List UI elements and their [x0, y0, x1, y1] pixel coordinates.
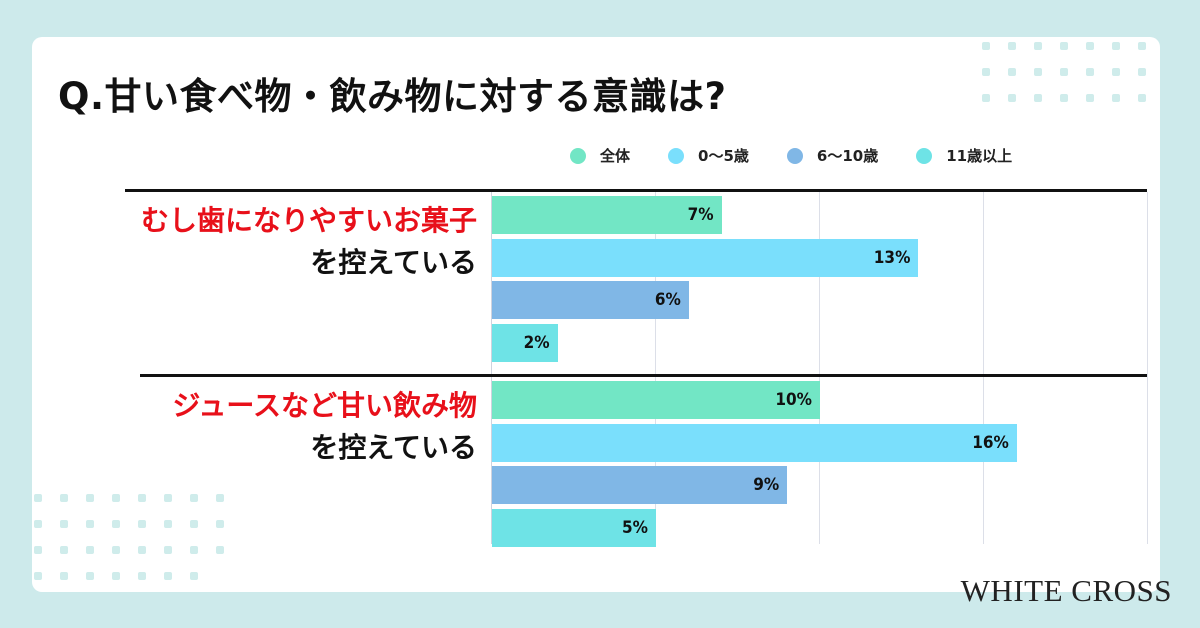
decorative-dot [1112, 68, 1120, 76]
decorative-dot [138, 520, 146, 528]
decorative-dot [112, 572, 120, 580]
decorative-dot [1138, 68, 1146, 76]
bar-value-label: 5% [622, 517, 648, 538]
decorative-dot [1060, 42, 1068, 50]
decorative-dot [1060, 94, 1068, 102]
decorative-dot [34, 520, 42, 528]
decorative-dot [112, 546, 120, 554]
decorative-dot [982, 68, 990, 76]
decorative-dot [86, 520, 94, 528]
decorative-dot [1086, 94, 1094, 102]
bar-value-label: 16% [972, 432, 1009, 453]
decorative-dot [164, 494, 172, 502]
decorative-dot [982, 94, 990, 102]
bar-1-2[interactable]: 9% [492, 466, 788, 504]
decorative-dots-top-right [982, 42, 1164, 120]
decorative-dot [86, 546, 94, 554]
legend: 全体 0〜5歳 6〜10歳 11歳以上 [570, 145, 1050, 166]
decorative-dot [60, 494, 68, 502]
decorative-dot [60, 520, 68, 528]
bar-value-label: 6% [654, 290, 681, 310]
decorative-dot [1008, 94, 1016, 102]
legend-item: 0〜5歳 [668, 145, 749, 166]
decorative-dot [190, 546, 198, 554]
decorative-dot [216, 546, 224, 554]
decorative-dot [1138, 94, 1146, 102]
legend-item: 6〜10歳 [786, 145, 879, 166]
bar-value-label: 2% [523, 332, 550, 353]
bar-0-1[interactable]: 13% [492, 238, 919, 277]
decorative-dot [1060, 68, 1068, 76]
decorative-dot [34, 546, 42, 554]
legend-swatch-icon [786, 147, 803, 164]
legend-item: 11歳以上 [916, 145, 1012, 166]
legend-swatch-icon [570, 147, 586, 164]
decorative-dot [138, 546, 146, 554]
decorative-dot [138, 572, 146, 580]
decorative-dot [164, 546, 172, 554]
bar-value-label: 9% [753, 475, 780, 495]
legend-label: 全体 [600, 147, 631, 165]
decorative-dot [112, 494, 120, 502]
legend-label: 0〜5歳 [698, 147, 749, 165]
decorative-dot [164, 572, 172, 580]
decorative-dot [1112, 42, 1120, 50]
legend-item: 全体 [570, 145, 630, 166]
decorative-dot [1008, 68, 1016, 76]
decorative-dot [1008, 42, 1016, 50]
decorative-dot [1034, 94, 1042, 102]
decorative-dot [34, 572, 42, 580]
decorative-dot [216, 494, 224, 502]
decorative-dots-bottom-left [34, 494, 242, 598]
decorative-dot [34, 494, 42, 502]
decorative-dot [190, 520, 198, 528]
decorative-dot [1112, 94, 1120, 102]
decorative-dot [112, 520, 120, 528]
bar-value-label: 13% [873, 247, 911, 268]
decorative-dot [1086, 68, 1094, 76]
decorative-dot [190, 572, 198, 580]
decorative-dot [164, 520, 172, 528]
decorative-dot [1034, 68, 1042, 76]
decorative-dot [190, 494, 198, 502]
chart-title: Q.甘い食べ物・飲み物に対する意識は? [58, 75, 727, 118]
bar-0-0[interactable]: 7% [492, 196, 722, 234]
decorative-dot [1034, 42, 1042, 50]
brand-logo: WHITE CROSS [960, 573, 1172, 608]
bar-0-2[interactable]: 6% [492, 281, 689, 319]
bar-value-label: 7% [687, 205, 714, 225]
bar-1-0[interactable]: 10% [492, 381, 820, 419]
decorative-dot [60, 572, 68, 580]
decorative-dot [216, 520, 224, 528]
legend-label: 11歳以上 [946, 147, 1013, 165]
decorative-dot [982, 42, 990, 50]
legend-swatch-icon [668, 147, 685, 164]
decorative-dot [86, 494, 94, 502]
decorative-dot [60, 546, 68, 554]
bar-1-3[interactable]: 5% [492, 508, 656, 547]
decorative-dot [86, 572, 94, 580]
decorative-dot [1086, 42, 1094, 50]
legend-swatch-icon [916, 147, 933, 164]
legend-label: 6〜10歳 [816, 147, 879, 165]
decorative-dot [1138, 42, 1146, 50]
decorative-dot [138, 494, 146, 502]
bar-0-3[interactable]: 2% [492, 323, 558, 362]
bar-1-1[interactable]: 16% [492, 423, 1017, 462]
bar-value-label: 10% [775, 390, 812, 410]
